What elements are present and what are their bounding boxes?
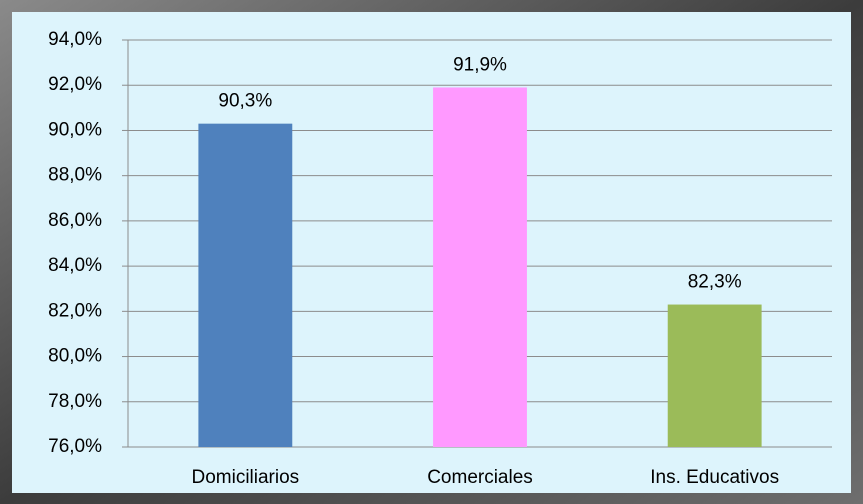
y-tick-label: 92,0% bbox=[48, 74, 102, 95]
y-tick-label: 84,0% bbox=[48, 255, 102, 276]
bar bbox=[198, 124, 292, 447]
chart: 76,0% 78,0% 80,0% 82,0% 84,0% 86,0% 88,0% 90,0%… bbox=[0, 0, 863, 504]
y-tick-label: 78,0% bbox=[48, 391, 102, 412]
bar bbox=[433, 87, 527, 447]
y-tick-label: 80,0% bbox=[48, 346, 102, 367]
y-tick-label: 76,0% bbox=[48, 436, 102, 457]
y-tick-label: 86,0% bbox=[48, 210, 102, 231]
y-tick-label: 82,0% bbox=[48, 300, 102, 321]
x-tick-label: Domiciliarios bbox=[191, 467, 299, 488]
y-tick-label: 88,0% bbox=[48, 165, 102, 186]
y-tick-label: 94,0% bbox=[48, 29, 102, 50]
x-tick-label: Ins. Educativos bbox=[650, 467, 779, 488]
page: 76,0% 78,0% 80,0% 82,0% 84,0% 86,0% 88,0% 90,0%… bbox=[0, 0, 863, 504]
bar bbox=[668, 305, 762, 447]
data-label: 90,3% bbox=[218, 91, 272, 112]
y-tick-label: 90,0% bbox=[48, 119, 102, 140]
data-label: 91,9% bbox=[453, 54, 507, 75]
x-tick-label: Comerciales bbox=[427, 467, 533, 488]
data-label: 82,3% bbox=[688, 272, 742, 293]
